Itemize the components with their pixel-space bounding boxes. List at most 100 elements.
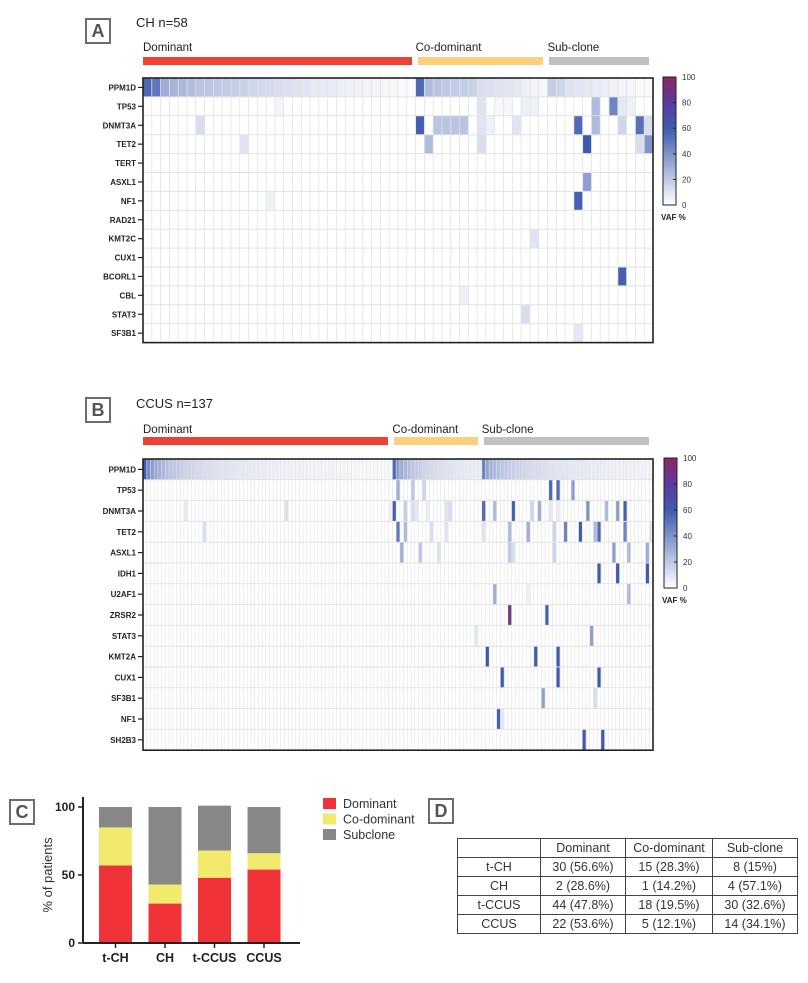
- heatmap-cell: [526, 583, 531, 605]
- heatmap-cell: [150, 459, 155, 480]
- heatmap-cell: [623, 500, 628, 522]
- gene-label: TET2: [116, 528, 136, 537]
- heatmap-cell: [243, 459, 248, 480]
- gene-label: SF3B1: [111, 694, 136, 703]
- heatmap-cell: [477, 96, 487, 116]
- heatmap-grid: [143, 459, 653, 751]
- heatmap-cell: [403, 459, 408, 480]
- table-cell: 22 (53.6%): [540, 914, 626, 934]
- bar-segment-dominant: [148, 903, 182, 943]
- table-row: t-CCUS 44 (47.8%) 18 (19.5%) 30 (32.6%): [457, 895, 798, 915]
- heatmap-cell: [217, 459, 222, 480]
- heatmap-cell: [591, 96, 601, 116]
- heatmap-cell: [556, 78, 566, 97]
- bar-segment-co-dominant: [99, 827, 132, 866]
- heatmap-cell: [222, 78, 232, 97]
- heatmap-cell: [496, 459, 501, 480]
- heatmap-cell: [206, 459, 211, 480]
- bar-segment-dominant: [99, 865, 132, 943]
- colorbar-tick-label: 20: [683, 558, 692, 567]
- heatmap-cell: [600, 78, 610, 97]
- heatmap-cell: [202, 459, 207, 480]
- heatmap-cell: [411, 500, 415, 522]
- heatmap-cell: [545, 459, 549, 480]
- heatmap-cell: [503, 78, 513, 97]
- heatmap-cell: [526, 459, 531, 480]
- bar-segment-subclone: [148, 807, 182, 885]
- heatmap-cell: [589, 625, 594, 647]
- heatmap-cell: [547, 78, 557, 97]
- heatmap-cell: [645, 563, 650, 584]
- heatmap-cell: [485, 646, 490, 667]
- panel-c-label: C: [9, 799, 35, 825]
- gene-label: NF1: [121, 197, 137, 206]
- heatmap-cell: [511, 459, 516, 480]
- heatmap-cell: [609, 96, 619, 116]
- heatmap-cell: [644, 78, 654, 97]
- table-header-cell: [457, 838, 541, 858]
- bar-segment-dominant: [247, 869, 281, 943]
- legend-swatch-dominant: [323, 798, 336, 809]
- table-cell: 5 (12.1%): [625, 914, 713, 934]
- heatmap-cell: [389, 78, 399, 97]
- heatmap-grid: [143, 78, 653, 343]
- segment-bar-sub-clone: [483, 437, 649, 445]
- heatmap-cell: [477, 78, 487, 97]
- gene-label: STAT3: [112, 310, 137, 319]
- segment-label-sub-clone: Sub-clone: [481, 424, 534, 436]
- heatmap-cell: [321, 459, 326, 480]
- gene-label: TP53: [117, 486, 137, 495]
- heatmap-cell: [518, 459, 523, 480]
- segment-bar-co-dominant: [394, 437, 478, 445]
- colorbar-tick-label: 60: [682, 124, 691, 133]
- heatmap-cell: [649, 521, 654, 543]
- legend-swatch-co-dominant: [323, 813, 336, 825]
- heatmap-cell: [638, 459, 643, 480]
- heatmap-cell: [630, 459, 635, 480]
- heatmap-cell: [317, 459, 322, 480]
- heatmap-cell: [232, 459, 237, 480]
- heatmap-cell: [635, 134, 645, 154]
- heatmap-cell: [230, 78, 240, 97]
- table-cell: 8 (15%): [712, 857, 798, 877]
- gene-label: ASXL1: [110, 549, 136, 558]
- heatmap-cell: [459, 115, 469, 135]
- heatmap-cell: [537, 459, 542, 480]
- heatmap-cell: [448, 500, 453, 522]
- heatmap-cell: [257, 78, 267, 97]
- heatmap-cell: [623, 521, 628, 543]
- heatmap-cell: [336, 78, 346, 97]
- bar-segment-co-dominant: [148, 884, 182, 904]
- colorbar-tick-label: 60: [683, 506, 692, 515]
- table-header-cell: Co-dominant: [625, 838, 713, 858]
- heatmap-cell: [582, 172, 592, 192]
- vaf-colorbar: [662, 76, 677, 206]
- heatmap-cell: [248, 78, 258, 97]
- gene-label: PPM1D: [108, 83, 136, 92]
- heatmap-cell: [466, 459, 471, 480]
- heatmap-cell: [195, 115, 205, 135]
- heatmap-cell: [567, 459, 572, 480]
- heatmap-cell: [591, 115, 601, 135]
- heatmap-cell: [485, 459, 490, 480]
- heatmap-cell: [597, 563, 602, 584]
- heatmap-cell: [645, 542, 650, 563]
- colorbar-tick-label: 100: [682, 73, 696, 82]
- heatmap-cell: [477, 115, 487, 135]
- heatmap-cell: [221, 459, 226, 480]
- heatmap-cell: [366, 459, 371, 480]
- gene-label: CUX1: [115, 673, 137, 682]
- gene-label: U2AF1: [111, 590, 137, 599]
- heatmap-cell: [604, 500, 609, 522]
- heatmap-cell: [406, 78, 416, 97]
- heatmap-cell: [593, 521, 598, 543]
- heatmap-cell: [303, 459, 307, 480]
- heatmap-cell: [388, 500, 393, 522]
- heatmap-cell: [314, 459, 319, 480]
- heatmap-cell: [591, 78, 601, 97]
- heatmap-cell: [433, 115, 443, 135]
- heatmap-cell: [178, 78, 188, 97]
- heatmap-cell: [615, 459, 620, 480]
- heatmap-cell: [545, 604, 549, 626]
- heatmap-cell: [522, 459, 527, 480]
